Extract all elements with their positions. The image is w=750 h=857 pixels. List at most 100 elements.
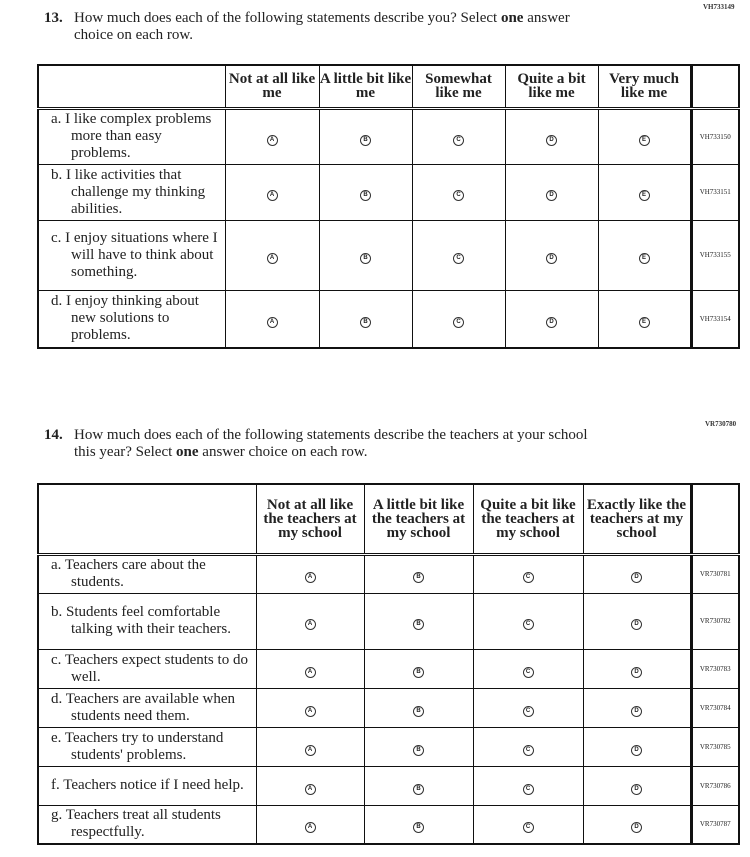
- answer-bubble-c[interactable]: C: [522, 572, 534, 583]
- answer-bubble-a[interactable]: A: [304, 619, 316, 630]
- answer-cell[interactable]: E: [597, 107, 692, 165]
- answer-cell[interactable]: C: [472, 765, 584, 806]
- answer-bubble-d[interactable]: D: [631, 705, 642, 717]
- answer-bubble-b[interactable]: B: [413, 705, 424, 717]
- answer-cell[interactable]: D: [504, 163, 599, 221]
- answer-bubble-b[interactable]: B: [360, 316, 371, 328]
- answer-bubble-d[interactable]: D: [631, 666, 642, 678]
- answer-cell[interactable]: C: [411, 107, 506, 165]
- answer-bubble-c[interactable]: C: [453, 253, 464, 264]
- answer-bubble-c[interactable]: C: [522, 822, 534, 834]
- answer-bubble-c[interactable]: C: [453, 134, 464, 146]
- answer-bubble-b[interactable]: B: [413, 744, 424, 756]
- answer-bubble-a[interactable]: A: [266, 134, 278, 146]
- answer-cell[interactable]: B: [318, 163, 413, 221]
- answer-bubble-e[interactable]: E: [638, 190, 650, 201]
- answer-cell[interactable]: D: [582, 804, 692, 845]
- answer-cell[interactable]: C: [472, 592, 584, 650]
- answer-bubble-a[interactable]: A: [304, 572, 316, 583]
- answer-cell[interactable]: B: [363, 726, 474, 767]
- answer-cell[interactable]: B: [363, 765, 474, 806]
- answer-cell[interactable]: E: [597, 163, 692, 221]
- answer-bubble-d[interactable]: D: [631, 822, 642, 834]
- answer-cell[interactable]: B: [363, 804, 474, 845]
- answer-bubble-d[interactable]: D: [631, 783, 642, 795]
- row-label: c. I enjoy situations where I will have …: [51, 229, 218, 280]
- answer-cell[interactable]: C: [472, 648, 584, 689]
- answer-cell[interactable]: B: [363, 687, 474, 728]
- answer-bubble-d[interactable]: D: [546, 134, 557, 146]
- answer-bubble-c[interactable]: C: [522, 666, 534, 678]
- answer-bubble-b[interactable]: B: [360, 134, 371, 146]
- answer-bubble-e[interactable]: E: [638, 253, 650, 264]
- answer-cell[interactable]: A: [224, 219, 320, 291]
- answer-cell[interactable]: A: [255, 592, 365, 650]
- answer-cell[interactable]: C: [472, 726, 584, 767]
- answer-cell[interactable]: A: [224, 289, 320, 349]
- answer-bubble-e[interactable]: E: [638, 134, 650, 146]
- answer-cell[interactable]: C: [411, 163, 506, 221]
- answer-cell[interactable]: A: [255, 648, 365, 689]
- answer-cell[interactable]: A: [255, 726, 365, 767]
- answer-cell[interactable]: D: [582, 687, 692, 728]
- answer-cell[interactable]: D: [582, 765, 692, 806]
- answer-cell[interactable]: A: [255, 765, 365, 806]
- answer-cell[interactable]: E: [597, 289, 692, 349]
- answer-bubble-d[interactable]: D: [546, 316, 557, 328]
- answer-bubble-d[interactable]: D: [631, 572, 642, 583]
- answer-bubble-c[interactable]: C: [522, 705, 534, 717]
- answer-cell[interactable]: A: [224, 163, 320, 221]
- answer-bubble-b[interactable]: B: [413, 783, 424, 795]
- answer-bubble-c[interactable]: C: [522, 783, 534, 795]
- answer-bubble-b[interactable]: B: [360, 190, 371, 201]
- answer-cell[interactable]: B: [363, 592, 474, 650]
- answer-cell[interactable]: B: [318, 289, 413, 349]
- answer-bubble-a[interactable]: A: [304, 705, 316, 717]
- answer-cell[interactable]: C: [472, 804, 584, 845]
- answer-cell[interactable]: D: [504, 219, 599, 291]
- answer-bubble-a[interactable]: A: [266, 316, 278, 328]
- answer-cell[interactable]: E: [597, 219, 692, 291]
- answer-cell[interactable]: D: [504, 107, 599, 165]
- answer-cell[interactable]: B: [318, 107, 413, 165]
- answer-cell[interactable]: A: [255, 553, 365, 594]
- answer-bubble-b[interactable]: B: [413, 822, 424, 834]
- question-text: How much does each of the following stat…: [74, 427, 588, 443]
- answer-cell[interactable]: C: [472, 687, 584, 728]
- answer-bubble-d[interactable]: D: [546, 190, 557, 201]
- answer-cell[interactable]: C: [411, 219, 506, 291]
- answer-cell[interactable]: D: [582, 553, 692, 594]
- answer-bubble-c[interactable]: C: [453, 190, 464, 201]
- answer-cell[interactable]: B: [318, 219, 413, 291]
- answer-bubble-a[interactable]: A: [304, 783, 316, 795]
- answer-bubble-b[interactable]: B: [413, 619, 424, 630]
- column-header: A little bit like me: [318, 64, 413, 110]
- answer-bubble-c[interactable]: C: [522, 619, 534, 630]
- answer-bubble-c[interactable]: C: [453, 316, 464, 328]
- answer-bubble-b[interactable]: B: [360, 253, 371, 264]
- answer-cell[interactable]: B: [363, 553, 474, 594]
- answer-bubble-e[interactable]: E: [638, 316, 650, 328]
- answer-cell[interactable]: A: [255, 804, 365, 845]
- answer-bubble-b[interactable]: B: [413, 666, 424, 678]
- answer-bubble-a[interactable]: A: [266, 190, 278, 201]
- answer-bubble-d[interactable]: D: [631, 619, 642, 630]
- answer-bubble-c[interactable]: C: [522, 744, 534, 756]
- answer-bubble-b[interactable]: B: [413, 572, 424, 583]
- answer-cell[interactable]: D: [504, 289, 599, 349]
- answer-cell[interactable]: D: [582, 648, 692, 689]
- answer-cell[interactable]: A: [255, 687, 365, 728]
- answer-bubble-d[interactable]: D: [546, 253, 557, 264]
- answer-bubble-a[interactable]: A: [304, 666, 316, 678]
- answer-cell[interactable]: D: [582, 726, 692, 767]
- answer-bubble-a[interactable]: A: [304, 822, 316, 834]
- answer-bubble-a[interactable]: A: [266, 253, 278, 264]
- answer-cell[interactable]: D: [582, 592, 692, 650]
- answer-bubble-a[interactable]: A: [304, 744, 316, 756]
- answer-cell[interactable]: C: [472, 553, 584, 594]
- answer-cell[interactable]: A: [224, 107, 320, 165]
- answer-bubble-d[interactable]: D: [631, 744, 642, 756]
- question-14: 14. How much does each of the following s…: [44, 427, 684, 461]
- answer-cell[interactable]: C: [411, 289, 506, 349]
- answer-cell[interactable]: B: [363, 648, 474, 689]
